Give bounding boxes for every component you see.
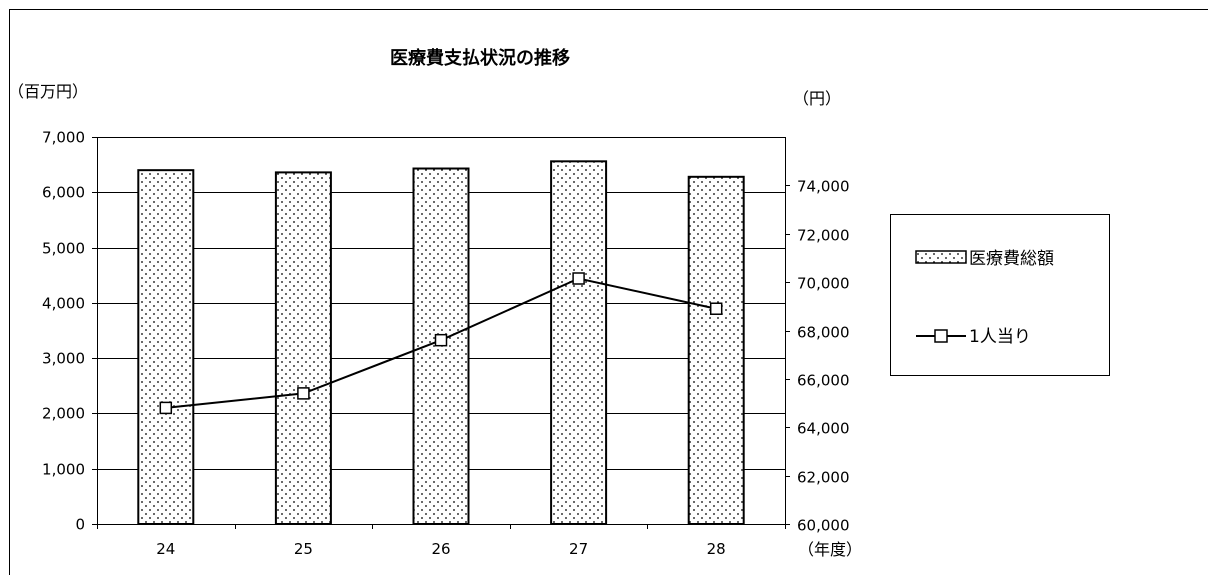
- line-point-24: [160, 402, 171, 413]
- right-tick-label: 64,000: [797, 420, 850, 438]
- legend: 医療費総額 1人当り: [891, 215, 1110, 376]
- left-tick-label: 0: [75, 516, 85, 534]
- legend-box: [891, 215, 1110, 376]
- x-tick-label: 26: [431, 540, 450, 558]
- right-axis-unit: （円）: [793, 89, 841, 108]
- right-tick-label: 70,000: [797, 275, 850, 293]
- line-point-25: [298, 388, 309, 399]
- line-point-28: [711, 303, 722, 314]
- right-tick-label: 60,000: [797, 517, 850, 535]
- right-tick-label: 68,000: [797, 324, 850, 342]
- left-axis-unit: （百万円）: [8, 82, 88, 101]
- x-tick-label: 27: [569, 540, 588, 558]
- line-point-26: [436, 335, 447, 346]
- right-tick-label: 72,000: [797, 227, 850, 245]
- legend-label-line: 1人当り: [969, 327, 1031, 347]
- left-tick-label: 1,000: [42, 461, 85, 479]
- right-tick-label: 62,000: [797, 469, 850, 487]
- left-tick-label: 6,000: [42, 184, 85, 202]
- bar-28: [689, 177, 744, 524]
- chart-title: 医療費支払状況の推移: [390, 47, 570, 69]
- legend-swatch-marker: [935, 330, 947, 342]
- left-tick-label: 5,000: [42, 240, 85, 258]
- x-axis-unit: （年度）: [798, 540, 862, 559]
- left-tick-label: 2,000: [42, 405, 85, 423]
- x-tick-label: 25: [294, 540, 313, 558]
- x-tick-label: 28: [707, 540, 726, 558]
- right-tick-label: 66,000: [797, 372, 850, 390]
- bar-25: [276, 172, 331, 524]
- x-tick-label: 24: [156, 540, 175, 558]
- bar-24: [138, 170, 193, 524]
- left-tick-label: 4,000: [42, 295, 85, 313]
- legend-swatch-bar: [916, 251, 966, 263]
- line-point-27: [573, 273, 584, 284]
- bar-27: [551, 161, 606, 524]
- legend-label-bar: 医療費総額: [969, 249, 1054, 269]
- left-tick-label: 7,000: [42, 129, 85, 147]
- left-tick-label: 3,000: [42, 350, 85, 368]
- right-tick-label: 74,000: [797, 178, 850, 196]
